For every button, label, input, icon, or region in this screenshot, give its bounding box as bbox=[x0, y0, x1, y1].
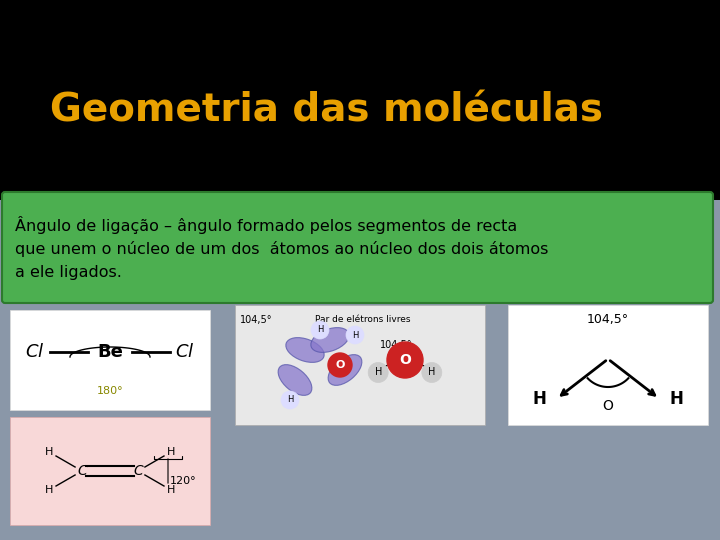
Text: 180°: 180° bbox=[96, 386, 123, 396]
Circle shape bbox=[281, 391, 299, 409]
Ellipse shape bbox=[278, 364, 312, 395]
Text: H: H bbox=[533, 390, 546, 408]
Text: Geometria das moléculas: Geometria das moléculas bbox=[50, 91, 603, 129]
Text: H: H bbox=[167, 447, 175, 457]
Text: H: H bbox=[317, 326, 323, 334]
Text: Par de elétrons livres: Par de elétrons livres bbox=[315, 315, 410, 324]
Text: C: C bbox=[77, 464, 87, 478]
Text: $Cl$: $Cl$ bbox=[175, 343, 194, 361]
Text: H: H bbox=[428, 368, 436, 377]
Text: 120°: 120° bbox=[170, 476, 197, 486]
Circle shape bbox=[346, 326, 364, 344]
Bar bbox=[10, 310, 210, 410]
Text: O: O bbox=[603, 399, 613, 413]
Text: 104,5°: 104,5° bbox=[380, 340, 413, 350]
Text: H: H bbox=[45, 447, 53, 457]
Ellipse shape bbox=[286, 338, 324, 362]
Text: 104,5°: 104,5° bbox=[240, 315, 272, 325]
Text: H: H bbox=[287, 395, 293, 404]
Text: H: H bbox=[670, 390, 683, 408]
Bar bbox=[235, 305, 485, 425]
Bar bbox=[0, 200, 720, 540]
Text: C: C bbox=[133, 464, 143, 478]
Bar bbox=[508, 305, 708, 425]
Text: Ângulo de ligação – ângulo formado pelos segmentos de recta
que unem o núcleo de: Ângulo de ligação – ângulo formado pelos… bbox=[15, 215, 549, 280]
Text: H: H bbox=[352, 330, 358, 340]
Bar bbox=[10, 417, 210, 525]
Text: $Cl$: $Cl$ bbox=[25, 343, 45, 361]
Text: Be: Be bbox=[97, 343, 123, 361]
Circle shape bbox=[422, 362, 442, 382]
Circle shape bbox=[387, 342, 423, 378]
Ellipse shape bbox=[328, 355, 362, 386]
Ellipse shape bbox=[311, 328, 349, 353]
FancyBboxPatch shape bbox=[2, 192, 713, 303]
Bar bbox=[0, 0, 720, 200]
Circle shape bbox=[311, 321, 329, 339]
Circle shape bbox=[328, 353, 352, 377]
Text: O: O bbox=[336, 360, 345, 370]
Text: 104,5°: 104,5° bbox=[587, 313, 629, 326]
Text: H: H bbox=[167, 485, 175, 495]
Text: H: H bbox=[374, 368, 382, 377]
Circle shape bbox=[368, 362, 388, 382]
Text: H: H bbox=[45, 485, 53, 495]
Text: O: O bbox=[399, 353, 411, 367]
